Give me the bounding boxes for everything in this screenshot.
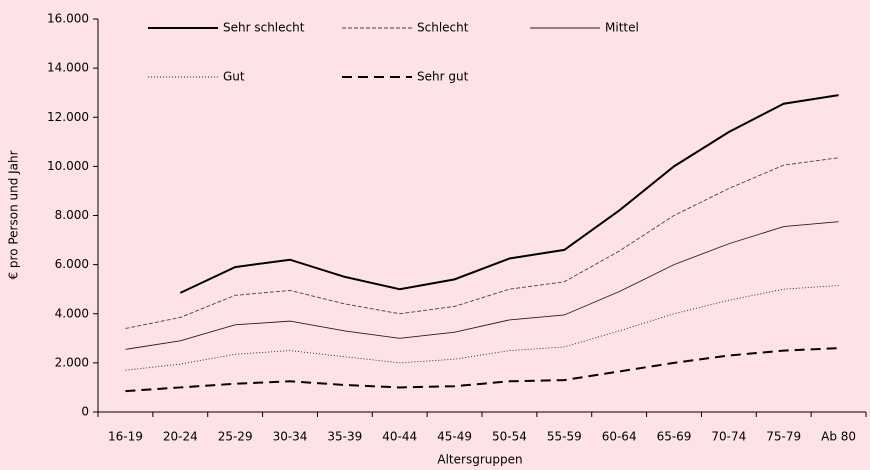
y-tick-label: 0 <box>81 405 89 419</box>
legend-label: Schlecht <box>417 21 469 35</box>
y-tick-label: 10.000 <box>47 159 89 173</box>
series-line <box>125 347 839 393</box>
x-tick-label: 30-34 <box>273 430 308 444</box>
legend-label: Sehr schlecht <box>223 21 305 35</box>
series-line <box>125 157 839 329</box>
y-tick-label: 14.000 <box>47 61 89 75</box>
x-tick-label: 60-64 <box>602 430 637 444</box>
y-tick-label: 6.000 <box>55 257 89 271</box>
x-tick-label: Ab 80 <box>821 430 856 444</box>
y-tick-label: 16.000 <box>47 12 89 26</box>
x-tick-label: 25-29 <box>218 430 253 444</box>
x-tick-label: 70-74 <box>711 430 746 444</box>
x-tick-label: 40-44 <box>382 430 417 444</box>
x-tick-label: 55-59 <box>547 430 582 444</box>
y-tick-label: 8.000 <box>55 208 89 222</box>
x-tick-label: 20-24 <box>163 430 198 444</box>
x-axis-label: Altersgruppen <box>437 453 522 467</box>
x-tick-label: 75-79 <box>766 430 801 444</box>
series-line <box>179 94 839 294</box>
x-tick-label: 35-39 <box>327 430 362 444</box>
legend-label: Mittel <box>605 21 639 35</box>
legend-label: Gut <box>223 70 245 84</box>
x-tick-label: 65-69 <box>657 430 692 444</box>
series-line <box>125 221 839 350</box>
x-tick-label: 16-19 <box>108 430 143 444</box>
x-tick-label: 45-49 <box>437 430 472 444</box>
series-line <box>125 285 839 371</box>
x-tick-label: 50-54 <box>492 430 527 444</box>
y-tick-label: 4.000 <box>55 306 89 320</box>
y-tick-label: 12.000 <box>47 110 89 124</box>
y-axis-label: € pro Person und Jahr <box>7 150 21 279</box>
y-tick-label: 2.000 <box>55 355 89 369</box>
legend-label: Sehr gut <box>417 70 469 84</box>
